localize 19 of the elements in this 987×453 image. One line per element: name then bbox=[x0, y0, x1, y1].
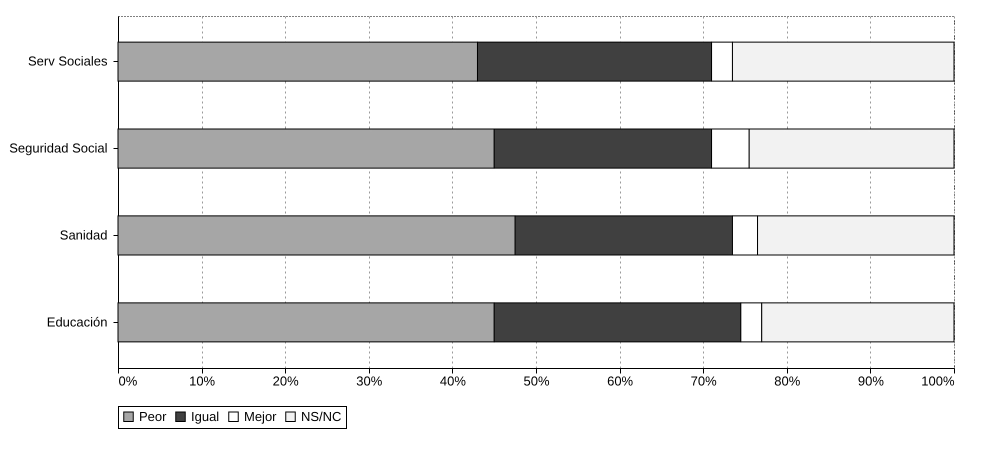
x-tick-label: 0% bbox=[118, 374, 138, 388]
x-tick-label: 80% bbox=[774, 374, 801, 388]
y-tick-label: Serv Sociales bbox=[28, 54, 108, 69]
x-tick-label: 60% bbox=[607, 374, 634, 388]
y-tick-label: Educación bbox=[46, 314, 108, 330]
y-tick-label: Seguridad Social bbox=[9, 140, 108, 156]
legend-label: Mejor bbox=[244, 408, 278, 424]
x-tick-label: 20% bbox=[272, 374, 300, 388]
legend-label: Igual bbox=[191, 408, 220, 424]
x-tick-label: 40% bbox=[440, 374, 466, 388]
x-tick-label: 100% bbox=[921, 374, 955, 388]
x-tick-label: 70% bbox=[690, 374, 718, 388]
x-tick-label: 10% bbox=[189, 374, 216, 388]
x-tick-label: 90% bbox=[858, 374, 884, 388]
y-tick-label: Sanidad bbox=[60, 227, 108, 242]
x-tick-label: 30% bbox=[356, 374, 383, 388]
legend-label: NS/NC bbox=[301, 408, 342, 424]
x-tick-label: 50% bbox=[523, 374, 550, 388]
legend-label: Peor bbox=[139, 408, 168, 424]
